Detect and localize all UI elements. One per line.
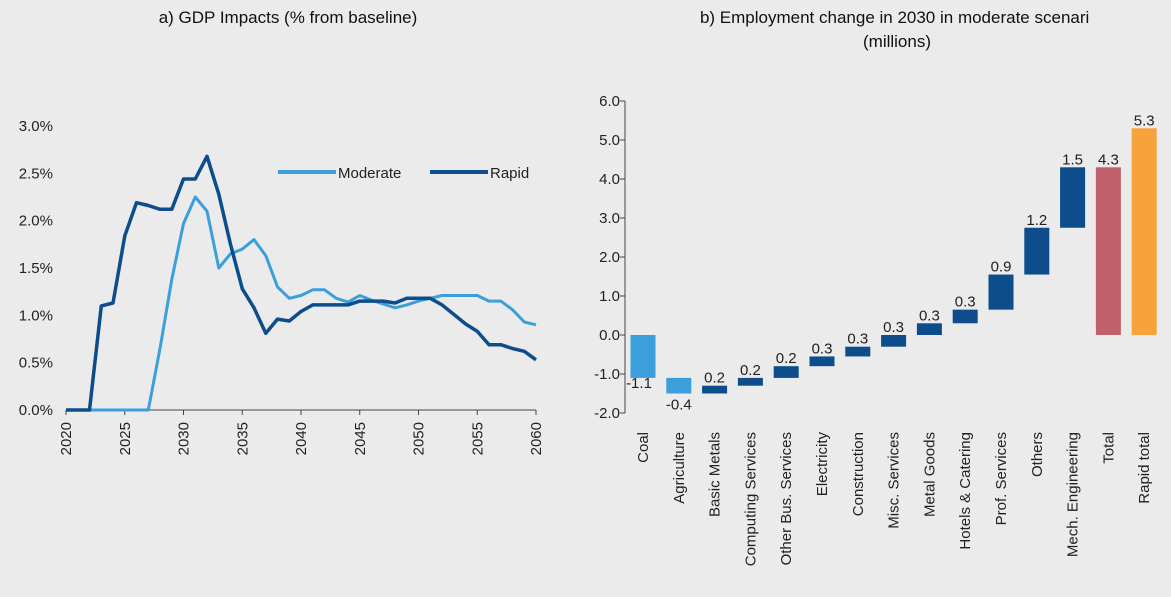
gdp-series-line-moderate	[66, 195, 537, 412]
emp-category-label: Other Bus. Services	[778, 432, 795, 565]
emp-bar	[630, 335, 656, 378]
gdp-y-tick-label: 1.5%	[19, 260, 53, 277]
emp-data-label: -0.4	[666, 397, 692, 414]
emp-y-tick-label: 2.0	[599, 249, 620, 266]
emp-category-label: Prof. Services	[993, 432, 1010, 525]
gdp-series-line-rapid	[66, 154, 538, 412]
gdp-x-tick-label: 2025	[117, 422, 134, 455]
gdp-y-tick-label: 3.0%	[19, 118, 53, 135]
emp-data-label: 0.3	[847, 331, 868, 348]
emp-category-label: Construction	[850, 432, 867, 516]
emp-y-tick-label: -1.0	[594, 366, 620, 383]
emp-bar	[1060, 167, 1086, 228]
gdp-x-tick-label: 2020	[58, 422, 75, 455]
emp-category-label: Total	[1100, 432, 1117, 464]
employment-waterfall-chart: -2.0 -1.0 0.0 1.0 2.0 3.0 4.0 5.0 6.0 -1.1 Coal -0.…	[594, 93, 1157, 566]
emp-bar	[737, 377, 763, 386]
emp-data-label: 1.2	[1026, 212, 1047, 229]
emp-data-label: 0.2	[704, 370, 725, 387]
gdp-legend: Moderate Rapid	[278, 165, 529, 182]
emp-data-label: 4.3	[1098, 151, 1119, 168]
gdp-y-tick-label: 1.0%	[19, 307, 53, 324]
emp-data-label: 5.3	[1134, 112, 1155, 129]
emp-y-tick-label: 3.0	[599, 210, 620, 227]
emp-category-label: Basic Metals	[707, 432, 724, 517]
gdp-x-tick-label: 2030	[176, 422, 193, 455]
emp-y-tick-label: 5.0	[599, 132, 620, 149]
emp-bar	[1024, 227, 1050, 275]
employment-chart-title-line1: b) Employment change in 2030 in moderate…	[700, 8, 1089, 27]
emp-category-label: Mech. Engineering	[1065, 432, 1082, 557]
gdp-chart-title: a) GDP Impacts (% from baseline)	[159, 8, 418, 27]
emp-bar	[809, 356, 835, 367]
emp-y-tick-label: -2.0	[594, 405, 620, 422]
emp-category-label: Misc. Services	[886, 432, 903, 529]
gdp-x-tick-label: 2040	[293, 422, 310, 455]
emp-bar	[916, 323, 942, 335]
emp-data-label: 0.2	[776, 350, 797, 367]
emp-y-tick-label: 0.0	[599, 327, 620, 344]
emp-bar	[773, 366, 799, 378]
gdp-x-tick-label: 2060	[528, 422, 545, 455]
emp-category-label: Others	[1029, 432, 1046, 477]
emp-category-label: Computing Services	[742, 432, 759, 566]
gdp-y-tick-label: 0.0%	[19, 402, 53, 419]
emp-category-label: Coal	[635, 432, 652, 463]
emp-bar	[845, 346, 871, 357]
emp-data-label: -1.1	[626, 375, 652, 392]
emp-bar	[952, 309, 978, 324]
emp-bar	[1131, 128, 1157, 335]
gdp-y-tick-label: 2.5%	[19, 165, 53, 182]
gdp-x-tick-label: 2055	[469, 422, 486, 455]
emp-bar	[666, 377, 692, 394]
emp-data-label: 0.3	[883, 319, 904, 336]
emp-data-label: 0.9	[991, 259, 1012, 276]
emp-category-label: Rapid total	[1136, 432, 1153, 504]
gdp-x-tick-label: 2045	[352, 422, 369, 455]
emp-bar	[702, 385, 728, 394]
gdp-x-tick-label: 2035	[234, 422, 251, 455]
employment-chart-title-line2: (millions)	[863, 32, 931, 51]
gdp-legend-label: Rapid	[490, 165, 529, 182]
emp-y-tick-label: 1.0	[599, 288, 620, 305]
emp-data-label: 1.5	[1062, 151, 1083, 168]
emp-category-label: Electricity	[814, 432, 831, 497]
emp-bar	[1095, 167, 1121, 335]
emp-data-label: 0.3	[955, 294, 976, 311]
gdp-y-tick-label: 2.0%	[19, 213, 53, 230]
gdp-legend-label: Moderate	[338, 165, 401, 182]
emp-y-tick-label: 4.0	[599, 171, 620, 188]
emp-data-label: 0.3	[919, 307, 940, 324]
emp-category-label: Hotels & Catering	[957, 432, 974, 550]
emp-category-label: Agriculture	[671, 432, 688, 504]
employment-chart-title: b) Employment change in 2030 in moderate…	[700, 8, 1094, 51]
emp-y-tick-label: 6.0	[599, 93, 620, 110]
emp-data-label: 0.3	[812, 340, 833, 357]
emp-bar	[988, 274, 1014, 310]
gdp-x-tick-label: 2050	[411, 422, 428, 455]
emp-bar	[881, 335, 907, 347]
emp-data-label: 0.2	[740, 362, 761, 379]
gdp-line-chart: 0.0% 0.5% 1.0% 1.5% 2.0% 2.5% 3.0% 2020 2025 2030…	[19, 118, 545, 455]
emp-category-label: Metal Goods	[921, 432, 938, 517]
gdp-y-tick-label: 0.5%	[19, 355, 53, 372]
